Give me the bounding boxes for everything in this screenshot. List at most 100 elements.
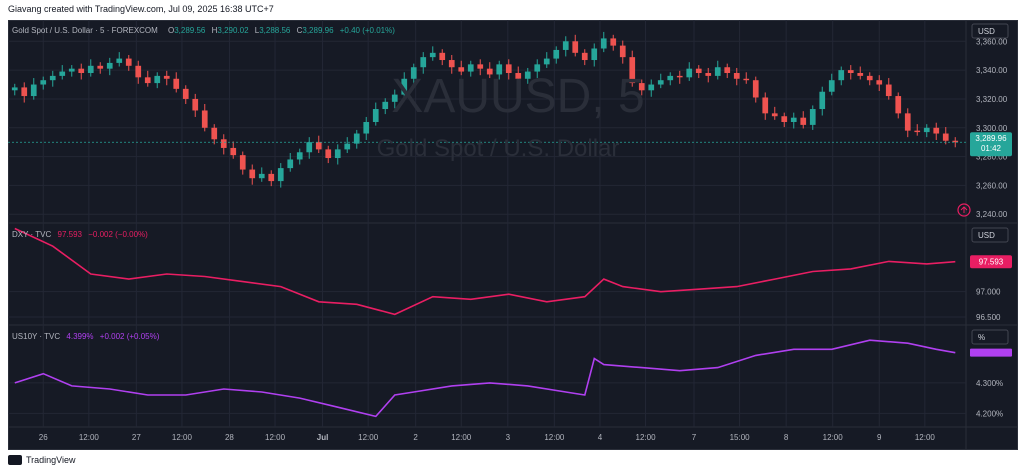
- candle-body: [439, 52, 446, 61]
- us10y-series-line: [14, 339, 956, 418]
- candle-body: [154, 75, 161, 84]
- tradingview-logo-icon: [8, 455, 22, 465]
- candle-body: [724, 67, 731, 73]
- candle-body: [192, 98, 199, 111]
- price-axis: 3,360.00 3,340.00 3,320.00 3,300.00 3,280.00…: [976, 37, 1008, 418]
- svg-text:3,289.96: 3,289.96: [975, 134, 1007, 143]
- candle-body: [467, 64, 474, 72]
- us10y-legend[interactable]: US10Y · TVC 4.399% +0.002 (+0.05%): [12, 332, 160, 341]
- candle-body: [344, 143, 351, 150]
- time-tick-label: 12:00: [451, 433, 472, 442]
- candle-body: [125, 58, 132, 66]
- currency-badge-usd-2[interactable]: USD: [971, 227, 1009, 243]
- dxy-last-value-tag: 97.593: [970, 255, 1012, 269]
- candle-body: [553, 49, 560, 59]
- chart-attribution: Giavang created with TradingView.com, Ju…: [8, 4, 274, 14]
- watermark-symbol: XAUUSD, 5: [391, 70, 644, 123]
- candle-body: [420, 57, 427, 68]
- time-tick-label: 12:00: [636, 433, 657, 442]
- us10y-last-value-tag: [970, 348, 1012, 357]
- candle-body: [667, 75, 674, 81]
- svg-text:USD: USD: [978, 27, 995, 36]
- candle-body: [923, 127, 930, 133]
- time-tick-label: 8: [784, 433, 789, 442]
- time-tick-label: 12:00: [358, 433, 379, 442]
- candle-body: [334, 149, 341, 159]
- dxy-series-line: [14, 227, 956, 316]
- candle-body: [752, 80, 759, 98]
- time-tick-label: 12:00: [915, 433, 936, 442]
- candle-body: [847, 70, 854, 73]
- candle-body: [648, 84, 655, 91]
- candle-body: [714, 67, 721, 76]
- candle-body: [610, 38, 617, 46]
- price-tick-label: 3,300.00: [976, 124, 1008, 133]
- candle-body: [895, 96, 902, 114]
- candle-body: [287, 159, 294, 169]
- candle-body: [515, 73, 522, 79]
- xauusd-symbol-label[interactable]: Gold Spot / U.S. Dollar · 5 · FOREXCOM: [12, 26, 158, 35]
- candle-body: [705, 73, 712, 76]
- tradingview-footer[interactable]: TradingView: [8, 455, 76, 465]
- candle-body: [809, 109, 816, 125]
- time-tick-label: Jul: [317, 433, 329, 442]
- last-price-tag: 3,289.96 01:42: [970, 132, 1012, 157]
- xauusd-candles: [8, 31, 966, 188]
- candle-body: [201, 110, 208, 128]
- time-tick-label: 9: [877, 433, 882, 442]
- tradingview-wordmark: TradingView: [26, 455, 76, 465]
- svg-text:%: %: [978, 333, 985, 342]
- svg-text:97.593: 97.593: [979, 258, 1004, 267]
- candle-body: [562, 41, 569, 50]
- candle-body: [30, 84, 37, 97]
- svg-text:USD: USD: [978, 231, 995, 240]
- candle-body: [458, 67, 465, 72]
- candle-body: [363, 122, 370, 134]
- candle-body: [572, 41, 579, 53]
- candle-body: [743, 78, 750, 81]
- time-tick-label: 4: [598, 433, 603, 442]
- candle-body: [410, 67, 417, 79]
- candle-body: [800, 117, 807, 125]
- candle-body: [581, 52, 588, 61]
- candle-body: [876, 80, 883, 85]
- candle-body: [21, 87, 28, 97]
- candle-body: [942, 133, 949, 141]
- price-tick-label: 97.000: [976, 288, 1001, 297]
- price-tick-label: 3,280.00: [976, 153, 1008, 162]
- dxy-legend[interactable]: DXY · TVC 97.593 −0.002 (−0.00%): [12, 230, 148, 239]
- candle-body: [258, 173, 265, 179]
- chart-canvas[interactable]: XAUUSD, 5 Gold Spot / U.S. Dollar Gold S…: [8, 20, 1018, 450]
- candle-body: [866, 75, 873, 81]
- time-tick-label: 2: [413, 433, 418, 442]
- candle-body: [230, 147, 237, 156]
- candle-body: [315, 142, 322, 150]
- alert-icon[interactable]: [957, 203, 971, 217]
- price-tick-label: 3,360.00: [976, 37, 1008, 46]
- time-tick-label: 7: [692, 433, 697, 442]
- candle-body: [173, 78, 180, 89]
- xauusd-ohlc-values: O3,289.56 H3,290.02 L3,288.56 C3,289.96 …: [168, 26, 395, 35]
- candle-body: [629, 57, 636, 84]
- price-tick-label: 3,240.00: [976, 210, 1008, 219]
- candle-body: [59, 71, 66, 76]
- price-tick-label: 4.200%: [976, 409, 1003, 418]
- candle-body: [933, 127, 940, 134]
- candle-body: [619, 45, 626, 58]
- candle-body: [591, 48, 598, 61]
- svg-text:01:42: 01:42: [981, 144, 1002, 153]
- candle-body: [268, 173, 275, 182]
- candle-body: [914, 130, 921, 133]
- time-tick-label: 26: [39, 433, 48, 442]
- candle-body: [306, 142, 313, 153]
- candle-body: [97, 65, 104, 69]
- candle-body: [163, 75, 170, 79]
- candle-body: [762, 97, 769, 114]
- time-tick-label: 12:00: [823, 433, 844, 442]
- watermark-subtitle: Gold Spot / U.S. Dollar: [377, 135, 620, 162]
- time-tick-label: 12:00: [544, 433, 565, 442]
- time-tick-label: 28: [225, 433, 234, 442]
- currency-badge-percent[interactable]: %: [971, 329, 1009, 345]
- currency-badge-usd-1[interactable]: USD: [971, 23, 1009, 39]
- candle-body: [106, 62, 113, 69]
